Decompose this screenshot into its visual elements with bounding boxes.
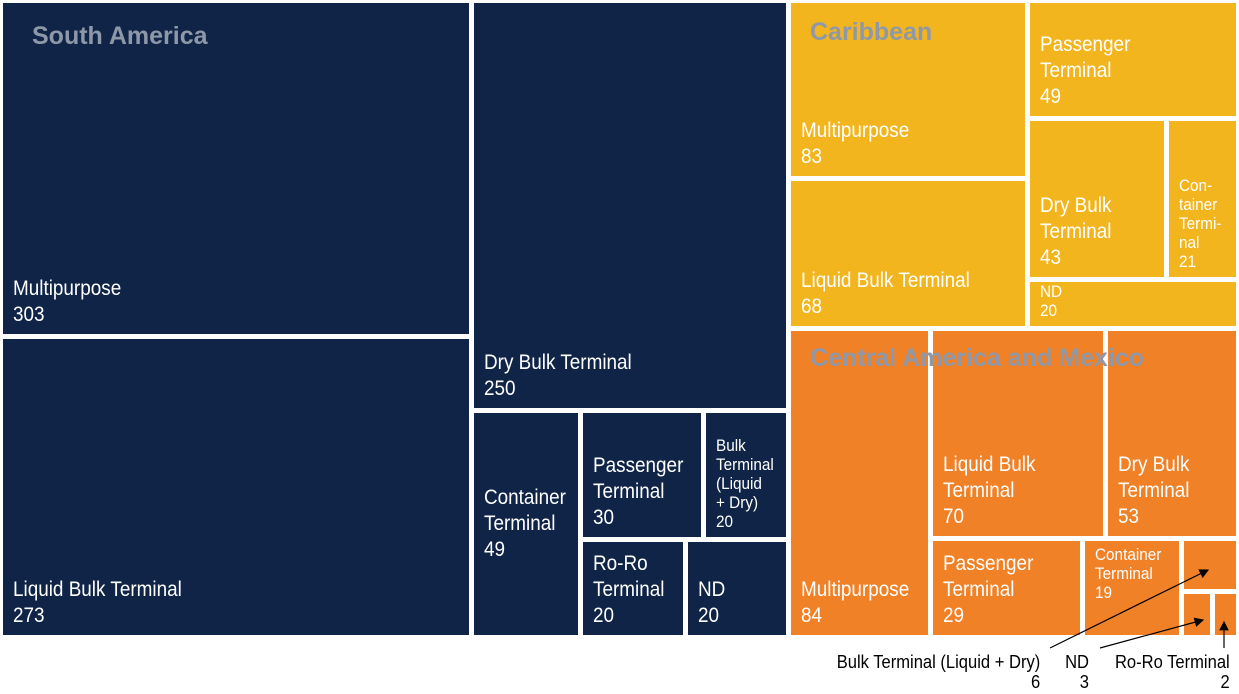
cell-label-name: Passenger Terminal (1040, 33, 1131, 82)
cell-label-value: 250 (484, 377, 516, 400)
region-label-caribbean: Caribbean (810, 18, 933, 46)
cell-label-value: 70 (943, 505, 965, 528)
treemap-cell-caribbean-passenger-terminal: Passenger Terminal 49 (1030, 3, 1236, 116)
external-label-bulk-terminal-liquid-dry: Bulk Terminal (Liquid + Dry) 6 (836, 652, 1040, 692)
cell-label: Liquid Bulk Terminal 68 (801, 268, 999, 320)
cell-label: Container Terminal 49 (484, 485, 566, 563)
cell-label: Multipurpose 83 (801, 118, 999, 170)
cell-label: Container Terminal 19 (1095, 545, 1167, 602)
treemap-cell-south-america-multipurpose: Multipurpose 303 (3, 3, 469, 334)
treemap-cell-caribbean-con-tainer-termi-nal: Con- tainer Termi- nal 21 (1169, 121, 1236, 277)
cell-label: Ro-Ro Terminal 20 (593, 551, 670, 629)
cell-label: Dry Bulk Terminal 43 (1040, 193, 1148, 271)
treemap-cell-central-america-and-mexico-bulk-terminal-liquid-dry (1184, 541, 1236, 589)
treemap-cell-central-america-and-mexico-liquid-bulk-terminal: Liquid Bulk Terminal 70 (933, 331, 1103, 536)
treemap-cell-caribbean-nd: ND 20 (1030, 282, 1236, 326)
cell-label-name: Con- tainer Termi- nal (1179, 176, 1222, 252)
cell-label: Liquid Bulk Terminal 273 (13, 577, 420, 629)
cell-label: ND 20 (1040, 282, 1213, 320)
cell-label: ND 20 (698, 577, 774, 629)
external-label-value: 6 (1030, 672, 1040, 692)
cell-label-value: 53 (1118, 505, 1140, 528)
region-label-south-america: South America (32, 22, 208, 50)
cell-label-name: Container Terminal (484, 486, 566, 535)
cell-label-value: 84 (801, 604, 823, 627)
cell-label-value: 49 (1040, 85, 1062, 108)
treemap-cell-south-america-liquid-bulk-terminal: Liquid Bulk Terminal 273 (3, 339, 469, 635)
cell-label-name: Multipurpose (13, 277, 122, 300)
cell-label-name: Multipurpose (801, 578, 910, 601)
external-label-name: ND (1065, 652, 1089, 672)
external-label-value: 2 (1220, 672, 1230, 692)
cell-label-name: Ro-Ro Terminal (593, 552, 665, 601)
cell-label-name: Liquid Bulk Terminal (801, 269, 970, 292)
cell-label-name: ND (1040, 282, 1063, 301)
cell-label-name: Liquid Bulk Terminal (943, 453, 1036, 502)
treemap-cell-caribbean-dry-bulk-terminal: Dry Bulk Terminal 43 (1030, 121, 1164, 277)
cell-label-value: 303 (13, 303, 45, 326)
cell-label: Dry Bulk Terminal 250 (484, 350, 752, 402)
treemap-cell-central-america-and-mexico-dry-bulk-terminal: Dry Bulk Terminal 53 (1108, 331, 1236, 536)
treemap-cell-south-america-dry-bulk-terminal: Dry Bulk Terminal 250 (474, 3, 786, 408)
external-label-value: 3 (1079, 672, 1089, 692)
treemap-cell-central-america-and-mexico-multipurpose: Multipurpose 84 (791, 331, 928, 635)
cell-label-value: 43 (1040, 246, 1062, 269)
treemap-cell-south-america-nd: ND 20 (688, 542, 786, 635)
external-label-nd: ND 3 (1065, 652, 1089, 692)
cell-label-value: 30 (593, 506, 615, 529)
external-label-name: Ro-Ro Terminal (1115, 652, 1230, 672)
cell-label-name: Passenger Terminal (593, 454, 684, 503)
treemap-cell-south-america-ro-ro-terminal: Ro-Ro Terminal 20 (583, 542, 683, 635)
treemap-cell-central-america-and-mexico-nd (1184, 594, 1210, 635)
cell-label-name: Dry Bulk Terminal (1118, 453, 1190, 502)
external-label-ro-ro-terminal: Ro-Ro Terminal 2 (1115, 652, 1230, 692)
cell-label: Multipurpose 303 (13, 276, 420, 328)
treemap-cell-south-america-passenger-terminal: Passenger Terminal 30 (583, 413, 701, 537)
cell-label-value: 21 (1179, 252, 1197, 271)
cell-label-value: 83 (801, 145, 823, 168)
cell-label: Liquid Bulk Terminal 70 (943, 452, 1083, 530)
cell-label: Passenger Terminal 30 (593, 453, 687, 531)
cell-label-value: 19 (1095, 583, 1113, 602)
cell-label: Passenger Terminal 29 (943, 551, 1063, 629)
cell-label-value: 20 (593, 604, 615, 627)
cell-label-name: Bulk Terminal (Liquid + Dry) (716, 436, 774, 512)
region-label-central-america-and-mexico: Central America and Mexico (810, 344, 1144, 372)
cell-label-value: 273 (13, 604, 45, 627)
cell-label-name: ND (698, 578, 726, 601)
treemap-cell-south-america-bulk-terminal-liquid-dry: Bulk Terminal (Liquid + Dry) 20 (706, 413, 786, 537)
cell-label-value: 29 (943, 604, 965, 627)
cell-label-value: 49 (484, 538, 506, 561)
cell-label: Multipurpose 84 (801, 577, 912, 629)
treemap-cell-central-america-and-mexico-passenger-terminal: Passenger Terminal 29 (933, 541, 1080, 635)
treemap-cell-central-america-and-mexico-container-terminal: Container Terminal 19 (1085, 541, 1179, 635)
treemap-cell-caribbean-multipurpose: Multipurpose 83 (791, 3, 1025, 176)
cell-label-value: 68 (801, 295, 823, 318)
cell-label: Dry Bulk Terminal 53 (1118, 452, 1221, 530)
cell-label: Con- tainer Termi- nal 21 (1179, 176, 1227, 271)
cell-label-name: Liquid Bulk Terminal (13, 578, 182, 601)
cell-label-name: Dry Bulk Terminal (484, 351, 632, 374)
cell-label-name: Passenger Terminal (943, 552, 1034, 601)
cell-label-value: 20 (698, 604, 720, 627)
cell-label: Passenger Terminal 49 (1040, 32, 1213, 110)
treemap-cell-central-america-and-mexico-ro-ro-terminal (1215, 594, 1236, 635)
cell-label: Bulk Terminal (Liquid + Dry) 20 (716, 436, 775, 531)
treemap-cell-south-america-container-terminal: Container Terminal 49 (474, 413, 578, 635)
external-label-name: Bulk Terminal (Liquid + Dry) (836, 652, 1040, 672)
cell-label-value: 20 (1040, 301, 1058, 320)
treemap-cell-caribbean-liquid-bulk-terminal: Liquid Bulk Terminal 68 (791, 181, 1025, 326)
cell-label-name: Dry Bulk Terminal (1040, 194, 1112, 243)
cell-label-name: Multipurpose (801, 119, 910, 142)
cell-label-name: Container Terminal (1095, 545, 1162, 583)
cell-label-value: 20 (716, 512, 734, 531)
